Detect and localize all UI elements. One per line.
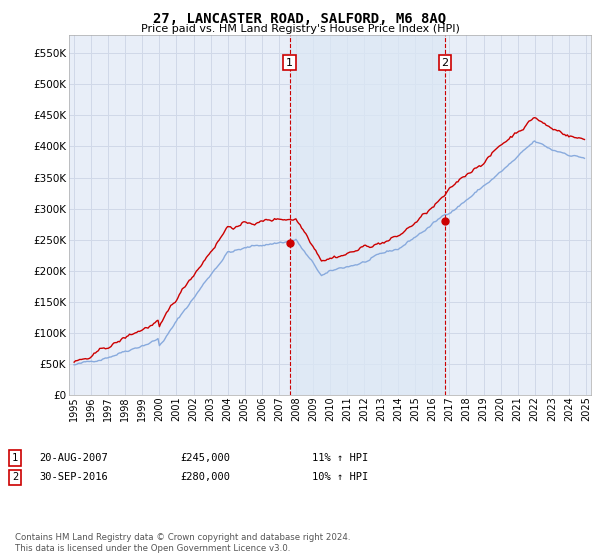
Text: £245,000: £245,000: [180, 453, 230, 463]
Text: 1: 1: [286, 58, 293, 68]
Bar: [290, 35, 445, 395]
Text: Price paid vs. HM Land Registry's House Price Index (HPI): Price paid vs. HM Land Registry's House …: [140, 24, 460, 34]
Text: 10% ↑ HPI: 10% ↑ HPI: [312, 472, 368, 482]
Text: 27, LANCASTER ROAD, SALFORD, M6 8AQ: 27, LANCASTER ROAD, SALFORD, M6 8AQ: [154, 12, 446, 26]
Text: 1: 1: [12, 453, 18, 463]
Text: Contains HM Land Registry data © Crown copyright and database right 2024.
This d: Contains HM Land Registry data © Crown c…: [15, 533, 350, 553]
Text: 2: 2: [12, 472, 18, 482]
Text: 2: 2: [442, 58, 449, 68]
Text: £280,000: £280,000: [180, 472, 230, 482]
Text: 11% ↑ HPI: 11% ↑ HPI: [312, 453, 368, 463]
Text: 30-SEP-2016: 30-SEP-2016: [39, 472, 108, 482]
Text: 20-AUG-2007: 20-AUG-2007: [39, 453, 108, 463]
